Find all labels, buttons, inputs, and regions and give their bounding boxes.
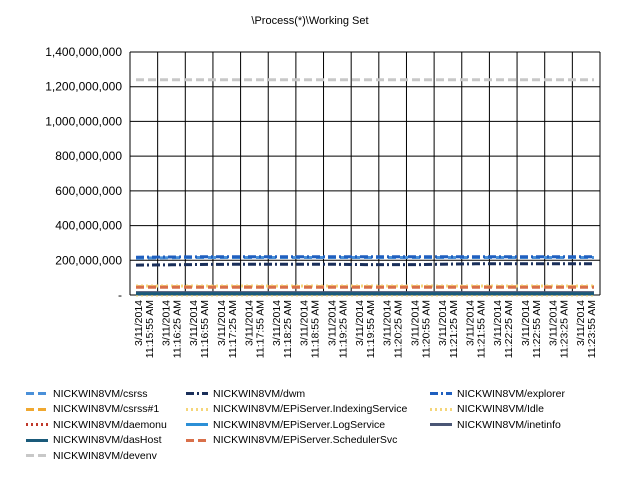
x-tick-label: 3/11/201411:23:55 AM xyxy=(575,300,598,358)
svg-text:3/11/201411:18:25 AM: 3/11/201411:18:25 AM xyxy=(271,300,294,358)
legend-item: NICKWIN8VM/dwm xyxy=(186,387,305,400)
legend-item: NICKWIN8VM/csrss xyxy=(26,387,148,400)
svg-text:3/11/201411:20:55 AM: 3/11/201411:20:55 AM xyxy=(409,300,432,358)
svg-text:3/11/201411:23:25 AM: 3/11/201411:23:25 AM xyxy=(548,300,571,358)
legend-item: NICKWIN8VM/daemonu xyxy=(26,418,167,431)
grid-layer xyxy=(129,51,601,295)
x-tick-label: 3/11/201411:17:25 AM xyxy=(216,300,239,358)
x-tick-label: 3/11/201411:21:55 AM xyxy=(465,300,488,358)
y-tick-label: 1,400,000,000 xyxy=(45,45,122,59)
svg-text:3/11/201411:17:25 AM: 3/11/201411:17:25 AM xyxy=(216,300,239,358)
legend-item: NICKWIN8VM/EPiServer.LogService xyxy=(186,418,385,431)
legend-swatch xyxy=(186,423,208,426)
legend-swatch xyxy=(26,454,48,457)
legend-label: NICKWIN8VM/devenv xyxy=(53,449,157,462)
svg-text:3/11/201411:16:55 AM: 3/11/201411:16:55 AM xyxy=(188,300,211,358)
x-tick-label: 3/11/201411:21:25 AM xyxy=(437,300,460,358)
svg-text:3/11/201411:20:25 AM: 3/11/201411:20:25 AM xyxy=(382,300,405,358)
legend-swatch xyxy=(26,407,48,411)
svg-text:3/11/201411:23:55 AM: 3/11/201411:23:55 AM xyxy=(575,300,598,358)
x-tick-label: 3/11/201411:20:25 AM xyxy=(382,300,405,358)
series-line xyxy=(135,262,594,267)
legend-swatch xyxy=(186,438,208,442)
x-tick-label: 3/11/201411:16:25 AM xyxy=(161,300,184,358)
x-tick-label: 3/11/201411:19:25 AM xyxy=(326,300,349,358)
legend-swatch xyxy=(26,438,48,442)
legend-item: NICKWIN8VM/dasHost xyxy=(26,434,162,447)
svg-text:3/11/201411:19:55 AM: 3/11/201411:19:55 AM xyxy=(354,300,377,358)
x-tick-label: 3/11/201411:15:55 AM xyxy=(133,300,156,358)
svg-text:3/11/201411:22:25 AM: 3/11/201411:22:25 AM xyxy=(492,300,515,358)
chart-title: \Process(*)\Working Set xyxy=(251,15,368,27)
legend-swatch xyxy=(430,423,452,426)
svg-text:3/11/201411:19:25 AM: 3/11/201411:19:25 AM xyxy=(326,300,349,358)
legend-item: NICKWIN8VM/EPiServer.SchedulerSvc xyxy=(186,434,397,447)
legend-swatch xyxy=(26,423,48,426)
legend-label: NICKWIN8VM/EPiServer.SchedulerSvc xyxy=(213,434,398,446)
legend-label: NICKWIN8VM/daemonu xyxy=(53,418,167,431)
legend-item: NICKWIN8VM/EPiServer.IndexingService xyxy=(186,403,407,416)
svg-text:3/11/201411:15:55 AM: 3/11/201411:15:55 AM xyxy=(133,300,156,358)
legend-label: NICKWIN8VM/explorer xyxy=(457,387,565,400)
y-tick-label: - xyxy=(118,288,122,302)
legend-label: NICKWIN8VM/EPiServer.IndexingService xyxy=(213,403,408,415)
x-tick-label: 3/11/201411:22:25 AM xyxy=(492,300,515,358)
legend-item: NICKWIN8VM/inetinfo xyxy=(430,418,561,431)
legend-item: NICKWIN8VM/devenv xyxy=(26,449,157,462)
legend-swatch xyxy=(430,392,452,395)
y-tick-label: 800,000,000 xyxy=(55,149,122,163)
legend-item: NICKWIN8VM/Idle xyxy=(430,403,544,416)
legend-swatch xyxy=(26,392,48,395)
legend-swatch xyxy=(430,407,452,411)
x-tick-label: 3/11/201411:17:55 AM xyxy=(243,300,266,358)
svg-text:3/11/201411:17:55 AM: 3/11/201411:17:55 AM xyxy=(243,300,266,358)
legend-item: NICKWIN8VM/explorer xyxy=(430,387,565,400)
x-tick-label: 3/11/201411:19:55 AM xyxy=(354,300,377,358)
svg-text:3/11/201411:21:55 AM: 3/11/201411:21:55 AM xyxy=(465,300,488,358)
legend-label: NICKWIN8VM/csrss xyxy=(53,387,148,400)
svg-text:3/11/201411:18:55 AM: 3/11/201411:18:55 AM xyxy=(299,300,322,358)
legend-label: NICKWIN8VM/dwm xyxy=(213,387,306,400)
legend-label: NICKWIN8VM/inetinfo xyxy=(457,418,561,431)
y-tick-label: 400,000,000 xyxy=(55,219,122,233)
x-tick-label: 3/11/201411:22:55 AM xyxy=(520,300,543,358)
y-tick-label: 600,000,000 xyxy=(55,184,122,198)
svg-text:3/11/201411:21:25 AM: 3/11/201411:21:25 AM xyxy=(437,300,460,358)
y-tick-label: 200,000,000 xyxy=(55,253,122,267)
series-layer xyxy=(135,78,594,297)
legend-label: NICKWIN8VM/dasHost xyxy=(53,434,162,446)
svg-text:3/11/201411:22:55 AM: 3/11/201411:22:55 AM xyxy=(520,300,543,358)
svg-text:3/11/201411:16:25 AM: 3/11/201411:16:25 AM xyxy=(161,300,184,358)
legend-swatch xyxy=(186,407,208,411)
y-tick-label: 1,200,000,000 xyxy=(45,80,122,94)
y-tick-label: 1,000,000,000 xyxy=(45,114,122,128)
x-tick-label: 3/11/201411:18:25 AM xyxy=(271,300,294,358)
legend-label: NICKWIN8VM/Idle xyxy=(457,403,544,415)
x-tick-label: 3/11/201411:18:55 AM xyxy=(299,300,322,358)
x-tick-label: 3/11/201411:16:55 AM xyxy=(188,300,211,358)
y-tick-labels: 1,400,000,000 1,200,000,000 1,000,000,000 8… xyxy=(45,45,122,302)
legend-item: NICKWIN8VM/csrss#1 xyxy=(26,403,159,416)
legend-label: NICKWIN8VM/EPiServer.LogService xyxy=(213,418,386,431)
x-tick-label: 3/11/201411:20:55 AM xyxy=(409,300,432,358)
x-tick-labels: 3/11/201411:15:55 AM 3/11/201411:16:25 AM… xyxy=(133,300,598,358)
legend-swatch xyxy=(186,392,208,395)
legend-label: NICKWIN8VM/csrss#1 xyxy=(53,403,160,415)
x-tick-label: 3/11/201411:23:25 AM xyxy=(548,300,571,358)
